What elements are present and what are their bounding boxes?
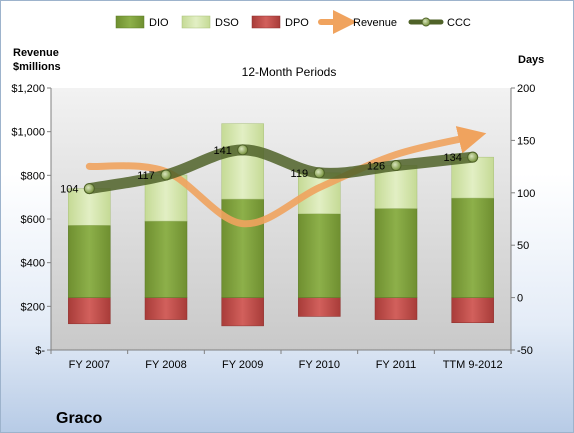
point-ccc <box>313 167 325 179</box>
y-left-label-line1: Revenue <box>13 47 59 59</box>
legend-entry-dso: DSO <box>181 15 239 29</box>
point-ccc <box>160 169 172 181</box>
y-left-tick-label: $1,000 <box>11 127 45 139</box>
company-name: Graco <box>56 410 102 427</box>
bar-dpo <box>68 297 111 325</box>
x-tick-label: FY 2010 <box>299 359 340 371</box>
legend-entry-ccc: CCC <box>408 17 471 29</box>
x-tick-label: FY 2008 <box>145 359 186 371</box>
lines <box>83 126 487 228</box>
y-right-tick-label: 0 <box>517 293 523 305</box>
y-left-tick-label: $600 <box>21 214 45 226</box>
data-label-ccc: 141 <box>213 145 231 157</box>
plot-area <box>51 88 511 350</box>
y-right-tick-label: 200 <box>517 83 535 95</box>
y-right-tick-label: 100 <box>517 188 535 200</box>
bar-dpo <box>451 297 494 324</box>
y-left-tick-label: $200 <box>21 301 45 313</box>
bar-dio <box>68 225 111 298</box>
bar-dpo <box>374 297 418 320</box>
data-label-ccc: 104 <box>60 184 78 196</box>
y-right-tick-label: 150 <box>517 135 535 147</box>
data-label-ccc: 134 <box>443 152 461 164</box>
x-tick-label: TTM 9-2012 <box>443 359 503 371</box>
point-ccc <box>237 144 249 156</box>
bar-dio <box>221 198 264 298</box>
y-left-label-line2: $millions <box>13 61 61 73</box>
y-left-tick-label: $800 <box>21 170 45 182</box>
legend: DIO DSO DPO Revenue CCC <box>115 10 471 34</box>
chart-title: 12-Month Periods <box>242 65 337 79</box>
bar-dso <box>68 188 111 226</box>
bar-dpo <box>298 297 341 317</box>
bar-dso <box>221 123 264 200</box>
x-tick-label: FY 2007 <box>69 359 110 371</box>
bar-dio <box>298 213 341 298</box>
legend-label-revenue: Revenue <box>353 17 397 29</box>
legend-entry-dio: DIO <box>115 15 169 29</box>
axes: $- $200 $400 $600 $800 $1,000 $1,200 -50 0 50 100 1… <box>11 83 535 371</box>
legend-label-dio: DIO <box>149 17 169 29</box>
y-right-label: Days <box>518 54 544 66</box>
bar-dpo <box>144 297 188 320</box>
bar-dio <box>451 197 494 298</box>
y-left-tick-label: $- <box>35 345 45 357</box>
point-ccc <box>390 160 402 172</box>
y-right-tick-label: 50 <box>517 240 529 252</box>
data-label-ccc: 119 <box>291 168 309 180</box>
data-label-ccc: 117 <box>137 170 155 182</box>
legend-label-dso: DSO <box>215 17 239 29</box>
legend-entry-dpo: DPO <box>251 15 309 29</box>
bar-dio <box>374 208 418 298</box>
bar-dio <box>144 220 188 298</box>
x-tick-label: FY 2011 <box>376 359 417 371</box>
y-left-tick-label: $400 <box>21 258 45 270</box>
x-tick-label: FY 2009 <box>222 359 263 371</box>
legend-label-dpo: DPO <box>285 17 309 29</box>
legend-label-ccc: CCC <box>447 17 471 29</box>
point-ccc <box>83 183 95 195</box>
y-left-tick-label: $1,200 <box>11 83 45 95</box>
y-right-tick-label: -50 <box>517 345 533 357</box>
legend-entry-revenue: Revenue <box>318 10 397 34</box>
data-labels: 104 117 141 119 126 134 <box>60 145 462 196</box>
point-ccc <box>467 151 479 163</box>
data-label-ccc: 126 <box>367 161 385 173</box>
bar-dpo <box>221 297 264 327</box>
